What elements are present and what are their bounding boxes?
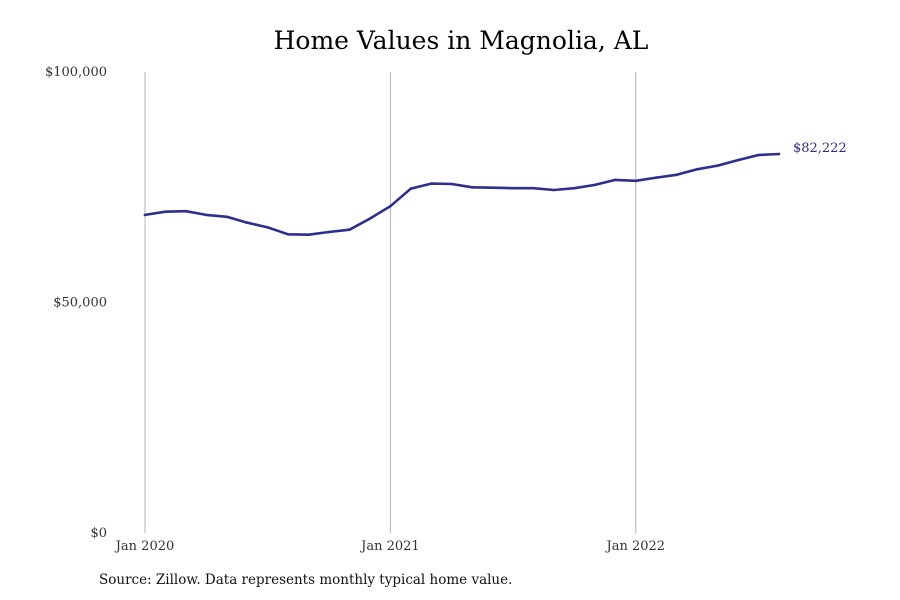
grid-lines <box>144 72 637 533</box>
data-point <box>757 153 760 157</box>
data-point <box>593 183 597 187</box>
data-point <box>266 226 270 229</box>
data-point <box>368 217 372 220</box>
data-point <box>225 215 229 219</box>
x-tick-label: Jan 2022 <box>605 539 666 554</box>
x-tick-label: Jan 2021 <box>359 539 420 554</box>
data-point <box>450 182 454 186</box>
data-point <box>573 186 576 190</box>
x-axis-labels: Jan 2020 Jan 2021 Jan 2022 <box>114 539 665 554</box>
data-point <box>184 209 188 213</box>
y-tick-label: $0 <box>90 526 107 541</box>
data-point <box>634 179 638 183</box>
data-point <box>736 158 740 162</box>
data-point <box>511 186 515 190</box>
data-point <box>164 210 167 213</box>
data-point <box>470 186 474 189</box>
data-point <box>409 187 413 190</box>
y-tick-label: $100,000 <box>45 65 107 80</box>
plot-area: $82,222 <box>143 141 847 236</box>
data-point <box>532 186 535 190</box>
data-point <box>695 168 699 171</box>
data-point <box>777 152 781 156</box>
data-point <box>389 204 392 208</box>
home-value-line <box>143 152 781 236</box>
data-point <box>552 188 556 192</box>
y-axis-labels: $0 $50,000 $100,000 <box>45 65 107 541</box>
source-note: Source: Zillow. Data represents monthly … <box>99 572 513 588</box>
data-point <box>491 186 494 189</box>
data-point <box>348 228 351 231</box>
data-point <box>286 233 290 236</box>
data-point <box>143 213 147 217</box>
end-value-label: $82,222 <box>793 141 847 156</box>
y-tick-label: $50,000 <box>53 296 107 311</box>
data-point <box>614 178 617 182</box>
x-tick-label: Jan 2020 <box>114 539 175 554</box>
data-point <box>716 164 719 167</box>
data-point <box>655 176 658 179</box>
data-point <box>307 233 310 236</box>
data-point <box>430 182 433 185</box>
chart-title: Home Values in Magnolia, AL <box>273 26 649 55</box>
data-point <box>205 213 208 217</box>
data-point <box>327 230 331 234</box>
data-point <box>246 221 249 224</box>
data-point <box>675 173 678 177</box>
